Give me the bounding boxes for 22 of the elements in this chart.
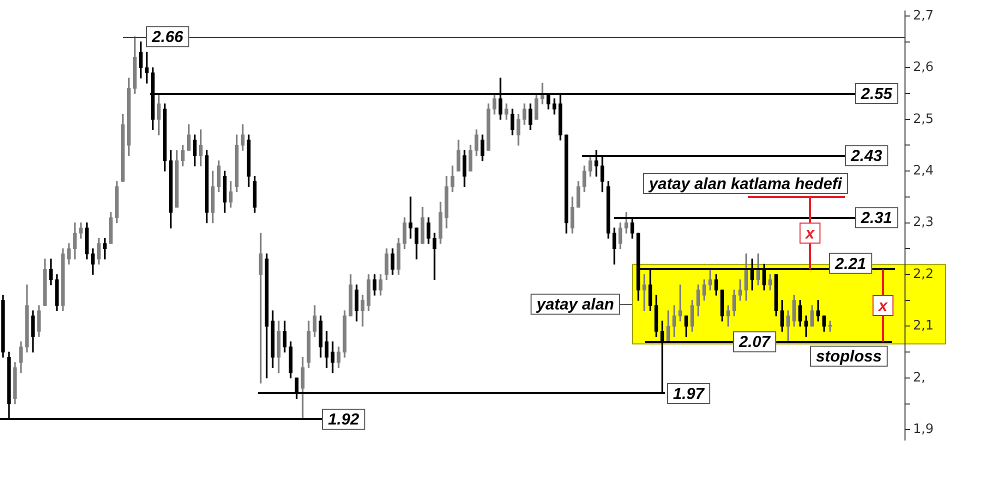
ref-line-label: 2.31 <box>860 210 892 228</box>
y-tick-label: 2,1 <box>913 318 934 334</box>
ref-line-label: yatay alan katlama hedefi <box>648 176 843 193</box>
annotation: x <box>878 298 889 315</box>
y-tick-label: 2, <box>913 370 926 386</box>
ref-line-label: 1.97 <box>673 386 706 403</box>
ref-line-label: 2.21 <box>834 256 866 273</box>
y-tick-label: 2,5 <box>913 112 934 127</box>
y-tick-label: 2,6 <box>913 60 934 76</box>
y-tick-label: 2,7 <box>913 8 934 24</box>
y-tick-label: 2,3 <box>913 215 934 230</box>
y-tick-label: 1,9 <box>913 422 934 438</box>
ref-line-label: 2.55 <box>860 86 894 103</box>
ref-line-label: 2.07 <box>738 334 772 352</box>
annotation: x <box>804 226 816 243</box>
ref-line-label: 1.92 <box>328 412 360 429</box>
annotation: stoploss <box>816 348 882 366</box>
band-label: yatay alan <box>536 296 614 314</box>
y-tick-label: 2,2 <box>913 266 934 282</box>
ref-line-label: 2.66 <box>151 29 184 46</box>
y-tick-label: 2,4 <box>913 163 934 178</box>
ref-line-label: 2.43 <box>850 148 882 165</box>
